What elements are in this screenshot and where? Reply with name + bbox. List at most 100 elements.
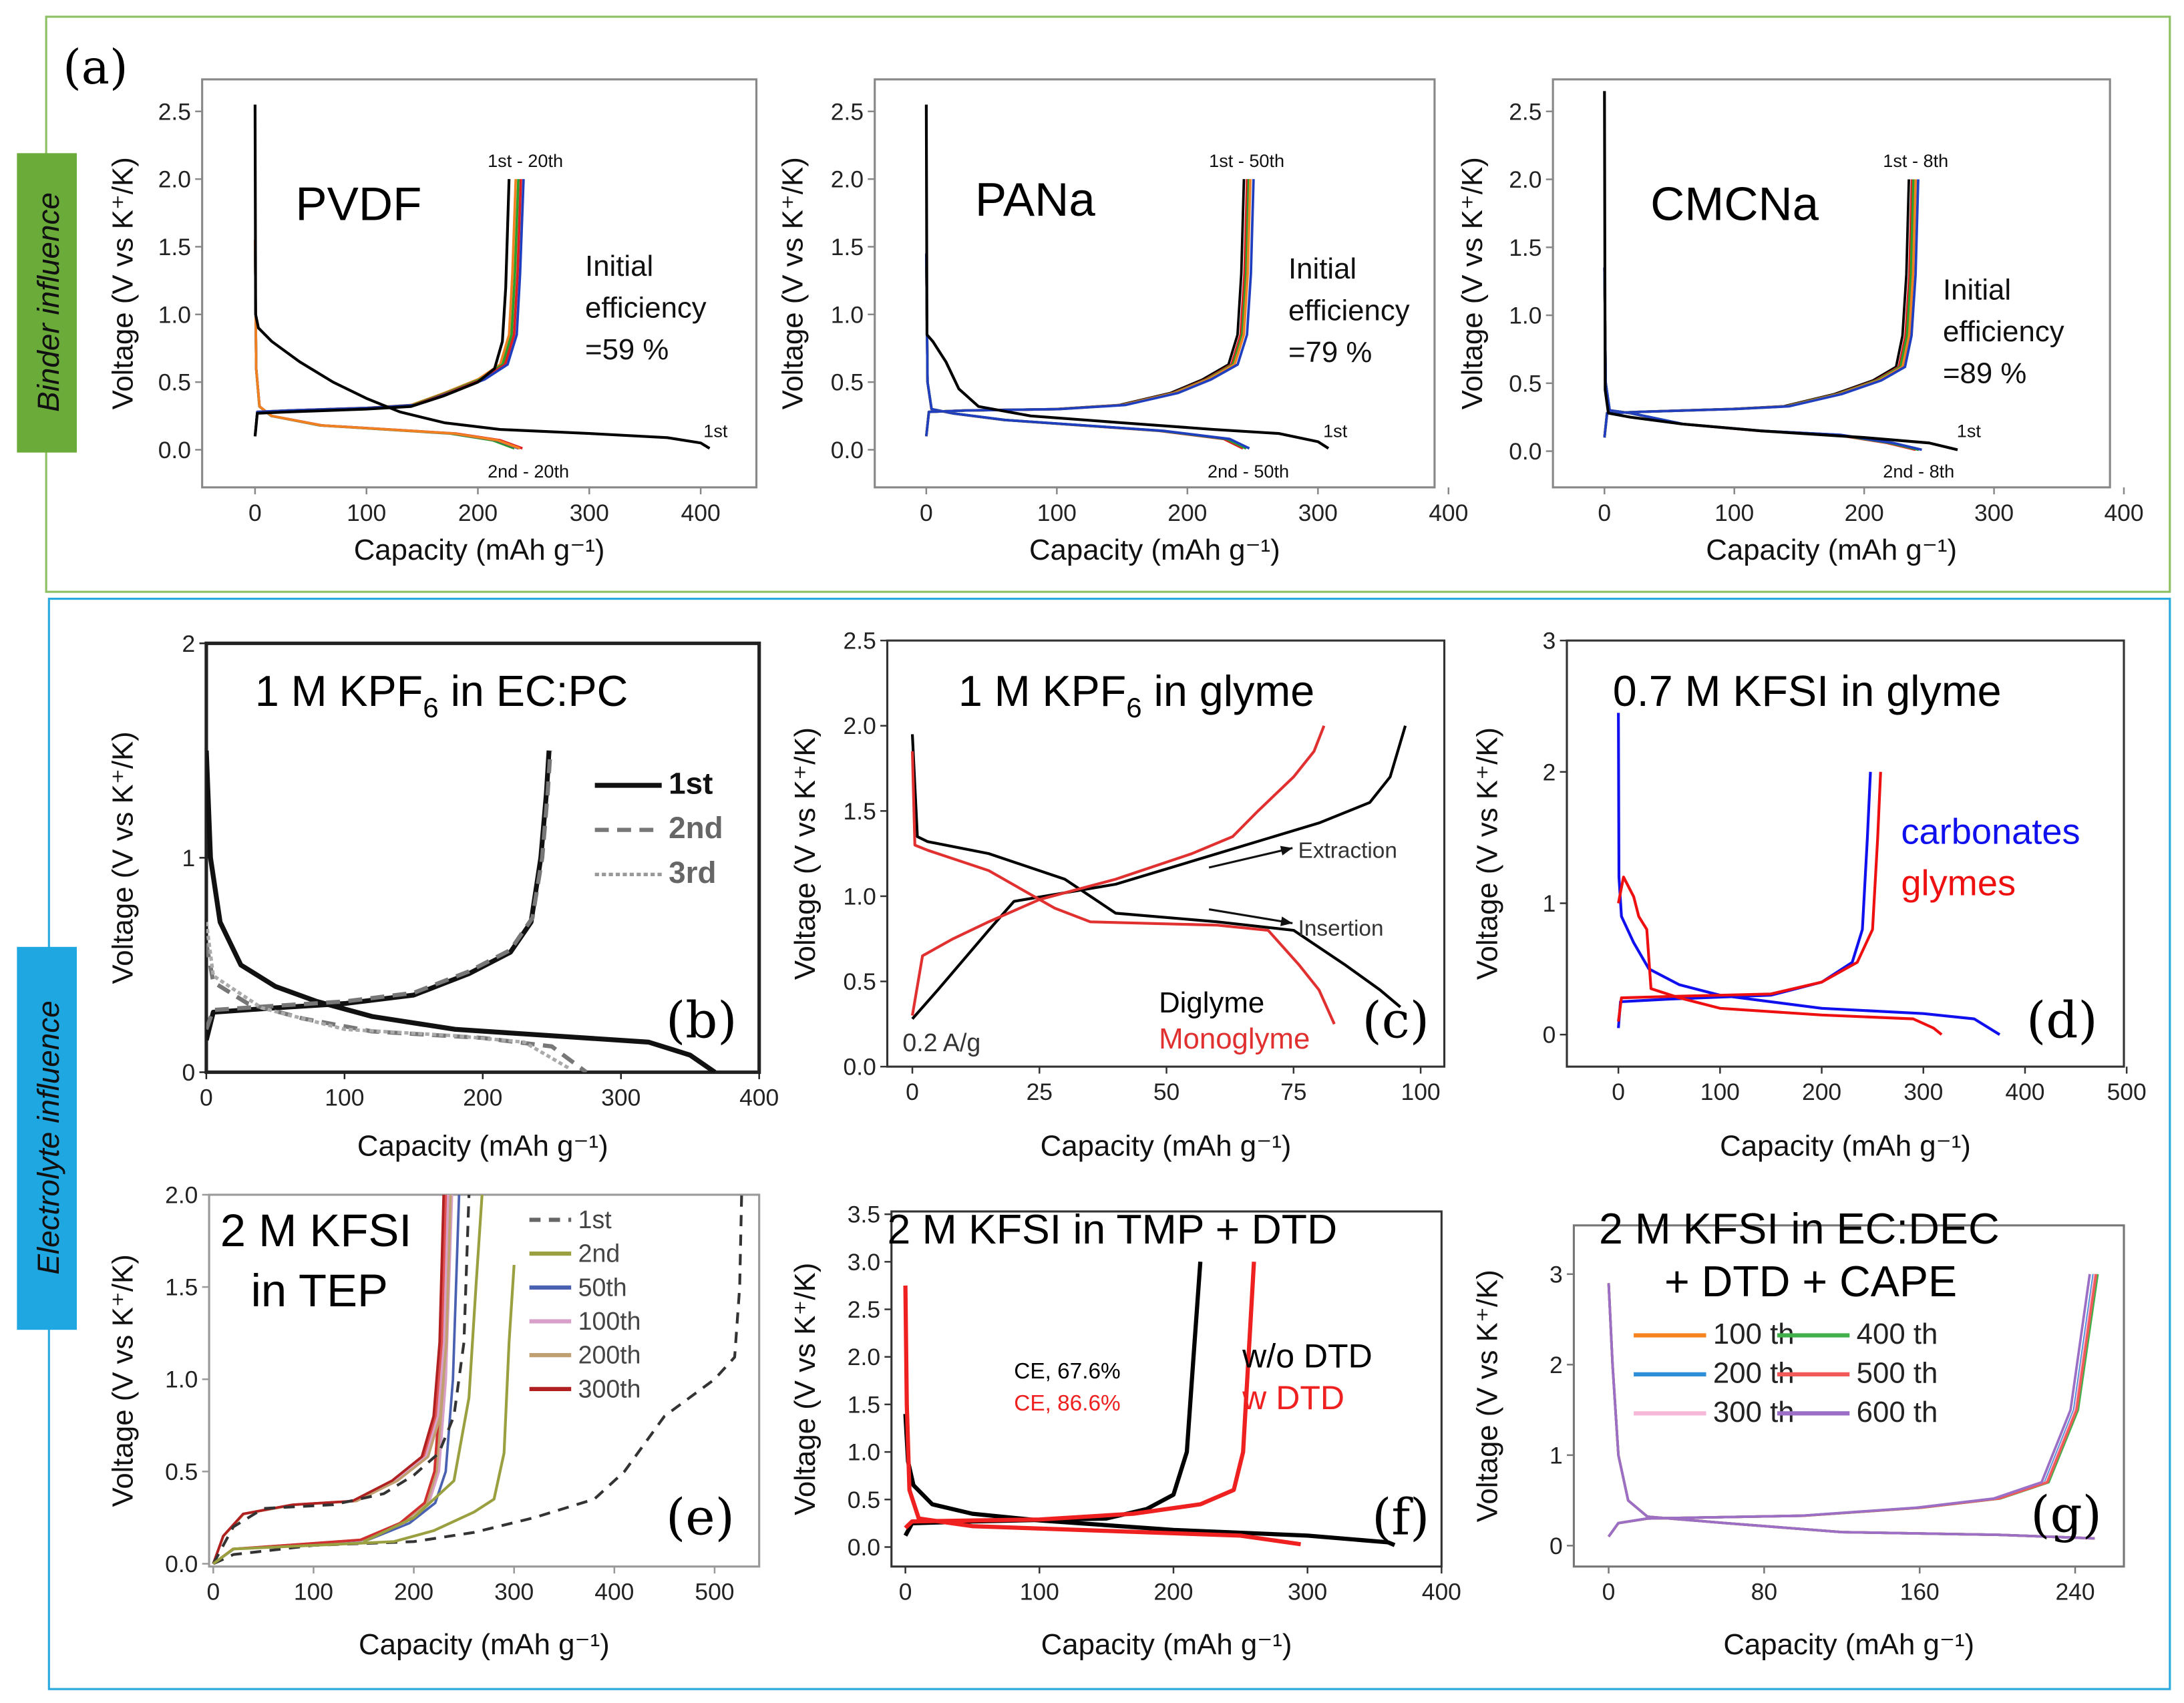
x-tick-label: 80 <box>1751 1579 1777 1605</box>
annotation: =79 % <box>1288 336 1372 369</box>
x-tick-label: 400 <box>681 500 721 526</box>
arrowhead-icon <box>1280 845 1293 856</box>
title-part: in EC:PC <box>439 667 628 715</box>
y-tick-label: 1 <box>1543 890 1556 917</box>
y-tick-label: 3 <box>1550 1261 1563 1288</box>
title-part: 2 M KFSI in TMP + DTD <box>887 1206 1337 1253</box>
x-tick-label: 0 <box>1602 1579 1616 1605</box>
chart-title: 1 M KPF6 in EC:PC <box>255 667 628 723</box>
x-tick-label: 0 <box>899 1579 912 1605</box>
annotation: 2nd - 8th <box>1883 461 1954 482</box>
x-tick-label: 300 <box>1288 1579 1327 1605</box>
series-monoglyme-extraction <box>910 725 1326 1016</box>
y-tick-label: 1.5 <box>844 798 876 825</box>
x-tick-label: 300 <box>494 1579 534 1605</box>
series-diglyme-insertion <box>910 734 1401 1008</box>
chart-title-line2: in TEP <box>251 1265 388 1316</box>
x-tick-label: 300 <box>1298 500 1338 526</box>
x-tick-label: 200 <box>1845 500 1884 526</box>
electrolyte-tag <box>17 946 77 1330</box>
chart-title: PANa <box>975 174 1095 226</box>
x-tick-label: 200 <box>458 500 498 526</box>
series-1st-8th-charge-4 <box>1603 179 1920 438</box>
legend-label: 2nd <box>669 810 723 845</box>
binder-label: Binder influence <box>31 192 65 412</box>
y-tick-label: 0.0 <box>831 437 864 463</box>
plot-frame <box>874 78 1436 489</box>
x-tick-label: 200 <box>1153 1579 1193 1605</box>
annotation: efficiency <box>1943 315 2064 348</box>
chart-g: 0 80 160 240 0 1 2 3 Capacity (mAh g⁻¹) Voltage (… <box>1471 1204 2125 1661</box>
x-axis-label: Capacity (mAh g⁻¹) <box>354 534 605 566</box>
x-tick-label: 200 <box>1167 500 1207 526</box>
annotation: 1st - 8th <box>1883 150 1948 171</box>
x-tick-label: 400 <box>1422 1579 1461 1605</box>
series-2nd-8th-discharge-0 <box>1603 267 1920 451</box>
series-discharge-4 <box>1607 1283 2095 1540</box>
y-tick-label: 2.0 <box>165 1181 198 1208</box>
annotation: 1st - 50th <box>1209 150 1284 171</box>
legend-label: 600 th <box>1857 1396 1938 1429</box>
x-axis-label: Capacity (mAh g⁻¹) <box>1723 1628 1974 1661</box>
y-axis-label: Voltage (V vs K⁺/K) <box>106 157 139 409</box>
x-tick-label: 100 <box>1714 500 1754 526</box>
series-discharge-2 <box>1607 1283 2095 1540</box>
annotation: efficiency <box>1288 295 1410 327</box>
series-1st-discharge <box>206 750 717 1073</box>
series-diglyme-extraction <box>911 725 1407 1020</box>
x-tick-label: 0 <box>206 1579 220 1605</box>
y-tick-label: 3 <box>1543 628 1556 654</box>
series-2nd-20th-discharge-2 <box>254 240 519 450</box>
x-tick-label: 300 <box>1903 1079 1943 1105</box>
legend: 1st 2nd 3rd <box>594 765 723 890</box>
plot-frame <box>890 1210 1443 1568</box>
series-2nd-b <box>363 1194 484 1543</box>
binder-tag <box>17 153 77 453</box>
annotation: w DTD <box>1242 1379 1344 1416</box>
title-part: 6 <box>423 692 438 723</box>
title-part: PVDF <box>295 178 421 230</box>
legend-label: 50th <box>578 1273 627 1301</box>
y-axis-label: Voltage (V vs K⁺/K) <box>1471 1270 1504 1522</box>
annotation: Insertion <box>1298 916 1384 941</box>
legend-label: 1st <box>669 765 713 800</box>
x-tick-label: 100 <box>347 500 386 526</box>
plot-frame <box>1552 78 2111 489</box>
x-tick-label: 0 <box>200 1085 213 1111</box>
series-3rd-discharge <box>206 922 570 1070</box>
y-axis-label: Voltage (V vs K⁺/K) <box>789 1263 822 1515</box>
annotation: =89 % <box>1943 357 2026 389</box>
chart-a3: 0 100 200 300 400 0.0 0.5 1.0 1.5 2.0 2.5 Capacity … <box>1456 78 2144 566</box>
y-tick-label: 0.0 <box>844 1054 876 1081</box>
annotation: 1st - 20th <box>488 150 563 171</box>
annotation: carbonates <box>1901 812 2080 852</box>
series-discharge-1 <box>1607 1283 2095 1540</box>
series-2nd-discharge <box>206 943 588 1073</box>
x-axis-label: Capacity (mAh g⁻¹) <box>357 1130 608 1163</box>
chart-title: 2 M KFSI <box>220 1205 412 1256</box>
y-tick-label: 1 <box>1550 1442 1563 1469</box>
annotation: efficiency <box>585 291 707 324</box>
series-1st-discharge <box>924 104 1330 450</box>
x-tick-label: 240 <box>2055 1579 2095 1605</box>
legend-label: 200th <box>578 1341 641 1369</box>
series-1st-discharge <box>253 104 711 450</box>
annotation: Extraction <box>1298 838 1397 863</box>
chart-title: 0.7 M KFSI in glyme <box>1613 667 2002 715</box>
legend-label: 3rd <box>669 855 716 890</box>
y-tick-label: 3.0 <box>848 1249 880 1276</box>
series-1st-b <box>212 1194 471 1565</box>
chart-title-line2: + DTD + CAPE <box>1664 1257 1957 1306</box>
series-carbonates-discharge <box>1617 713 2001 1036</box>
chart-a2: 0 100 200 300 400 0.0 0.5 1.0 1.5 2.0 2.5 Capacity … <box>776 78 1468 566</box>
annotation: 0.2 A/g <box>902 1028 980 1057</box>
y-axis-label: Voltage (V vs K⁺/K) <box>789 727 822 980</box>
plot-frame <box>201 78 758 489</box>
annotation: Initial <box>1943 273 2011 306</box>
x-tick-label: 50 <box>1153 1079 1179 1105</box>
series-charge-5 <box>1608 1274 2091 1537</box>
x-tick-label: 100 <box>1020 1579 1059 1605</box>
legend: 1st 2nd 50th 100th 200th 300th <box>529 1205 641 1402</box>
